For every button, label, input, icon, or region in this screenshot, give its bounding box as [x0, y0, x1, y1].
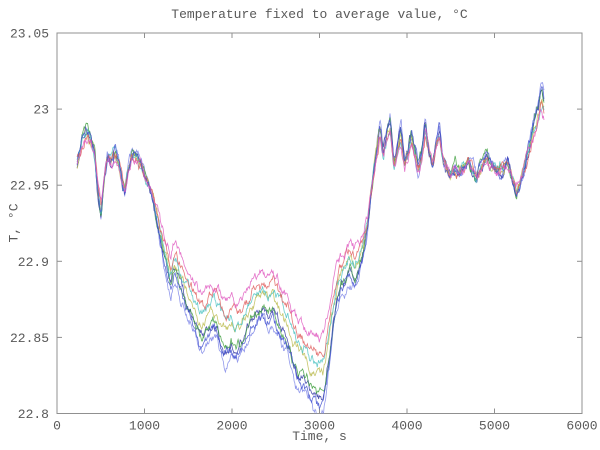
x-tick-label: 2000 [216, 418, 247, 433]
y-tick-label: 23 [33, 103, 49, 118]
y-tick-label: 22.95 [10, 179, 49, 194]
x-tick-label: 5000 [479, 418, 510, 433]
series-line-8 [76, 107, 545, 343]
series-line-2 [76, 89, 545, 401]
series-line-4 [76, 98, 545, 377]
series-line-1 [76, 81, 545, 414]
x-tick-label: 0 [53, 418, 61, 433]
x-tick-label: 4000 [391, 418, 422, 433]
series-line-5 [76, 105, 545, 368]
x-tick-label: 3000 [304, 418, 335, 433]
y-tick-label: 22.85 [10, 331, 49, 346]
y-tick-label: 22.8 [18, 407, 49, 422]
y-tick-label: 22.9 [18, 255, 49, 270]
y-tick-label: 23.05 [10, 27, 49, 42]
x-tick-label: 1000 [129, 418, 160, 433]
chart-title: Temperature fixed to average value, °C [171, 7, 468, 22]
x-tick-label: 6000 [566, 418, 597, 433]
series-line-6 [76, 99, 545, 358]
series-line-7 [76, 85, 545, 410]
x-axis-label: Time, s [292, 429, 347, 444]
y-axis-label: T, °C [6, 203, 22, 243]
plot-frame [56, 32, 583, 414]
